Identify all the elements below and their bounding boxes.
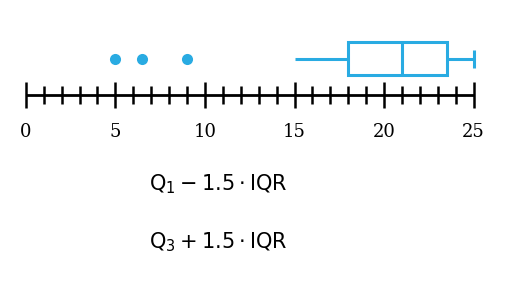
Text: 15: 15 — [283, 123, 306, 141]
Text: $\mathrm{Q}_1 - 1.5 \cdot \mathrm{IQR}$: $\mathrm{Q}_1 - 1.5 \cdot \mathrm{IQR}$ — [149, 173, 288, 196]
Text: $\mathrm{Q}_3 + 1.5 \cdot \mathrm{IQR}$: $\mathrm{Q}_3 + 1.5 \cdot \mathrm{IQR}$ — [149, 230, 288, 254]
Text: 25: 25 — [462, 123, 485, 141]
Text: 0: 0 — [20, 123, 32, 141]
Text: 20: 20 — [373, 123, 395, 141]
Text: 5: 5 — [110, 123, 121, 141]
Bar — [348, 42, 447, 75]
Text: 10: 10 — [194, 123, 217, 141]
